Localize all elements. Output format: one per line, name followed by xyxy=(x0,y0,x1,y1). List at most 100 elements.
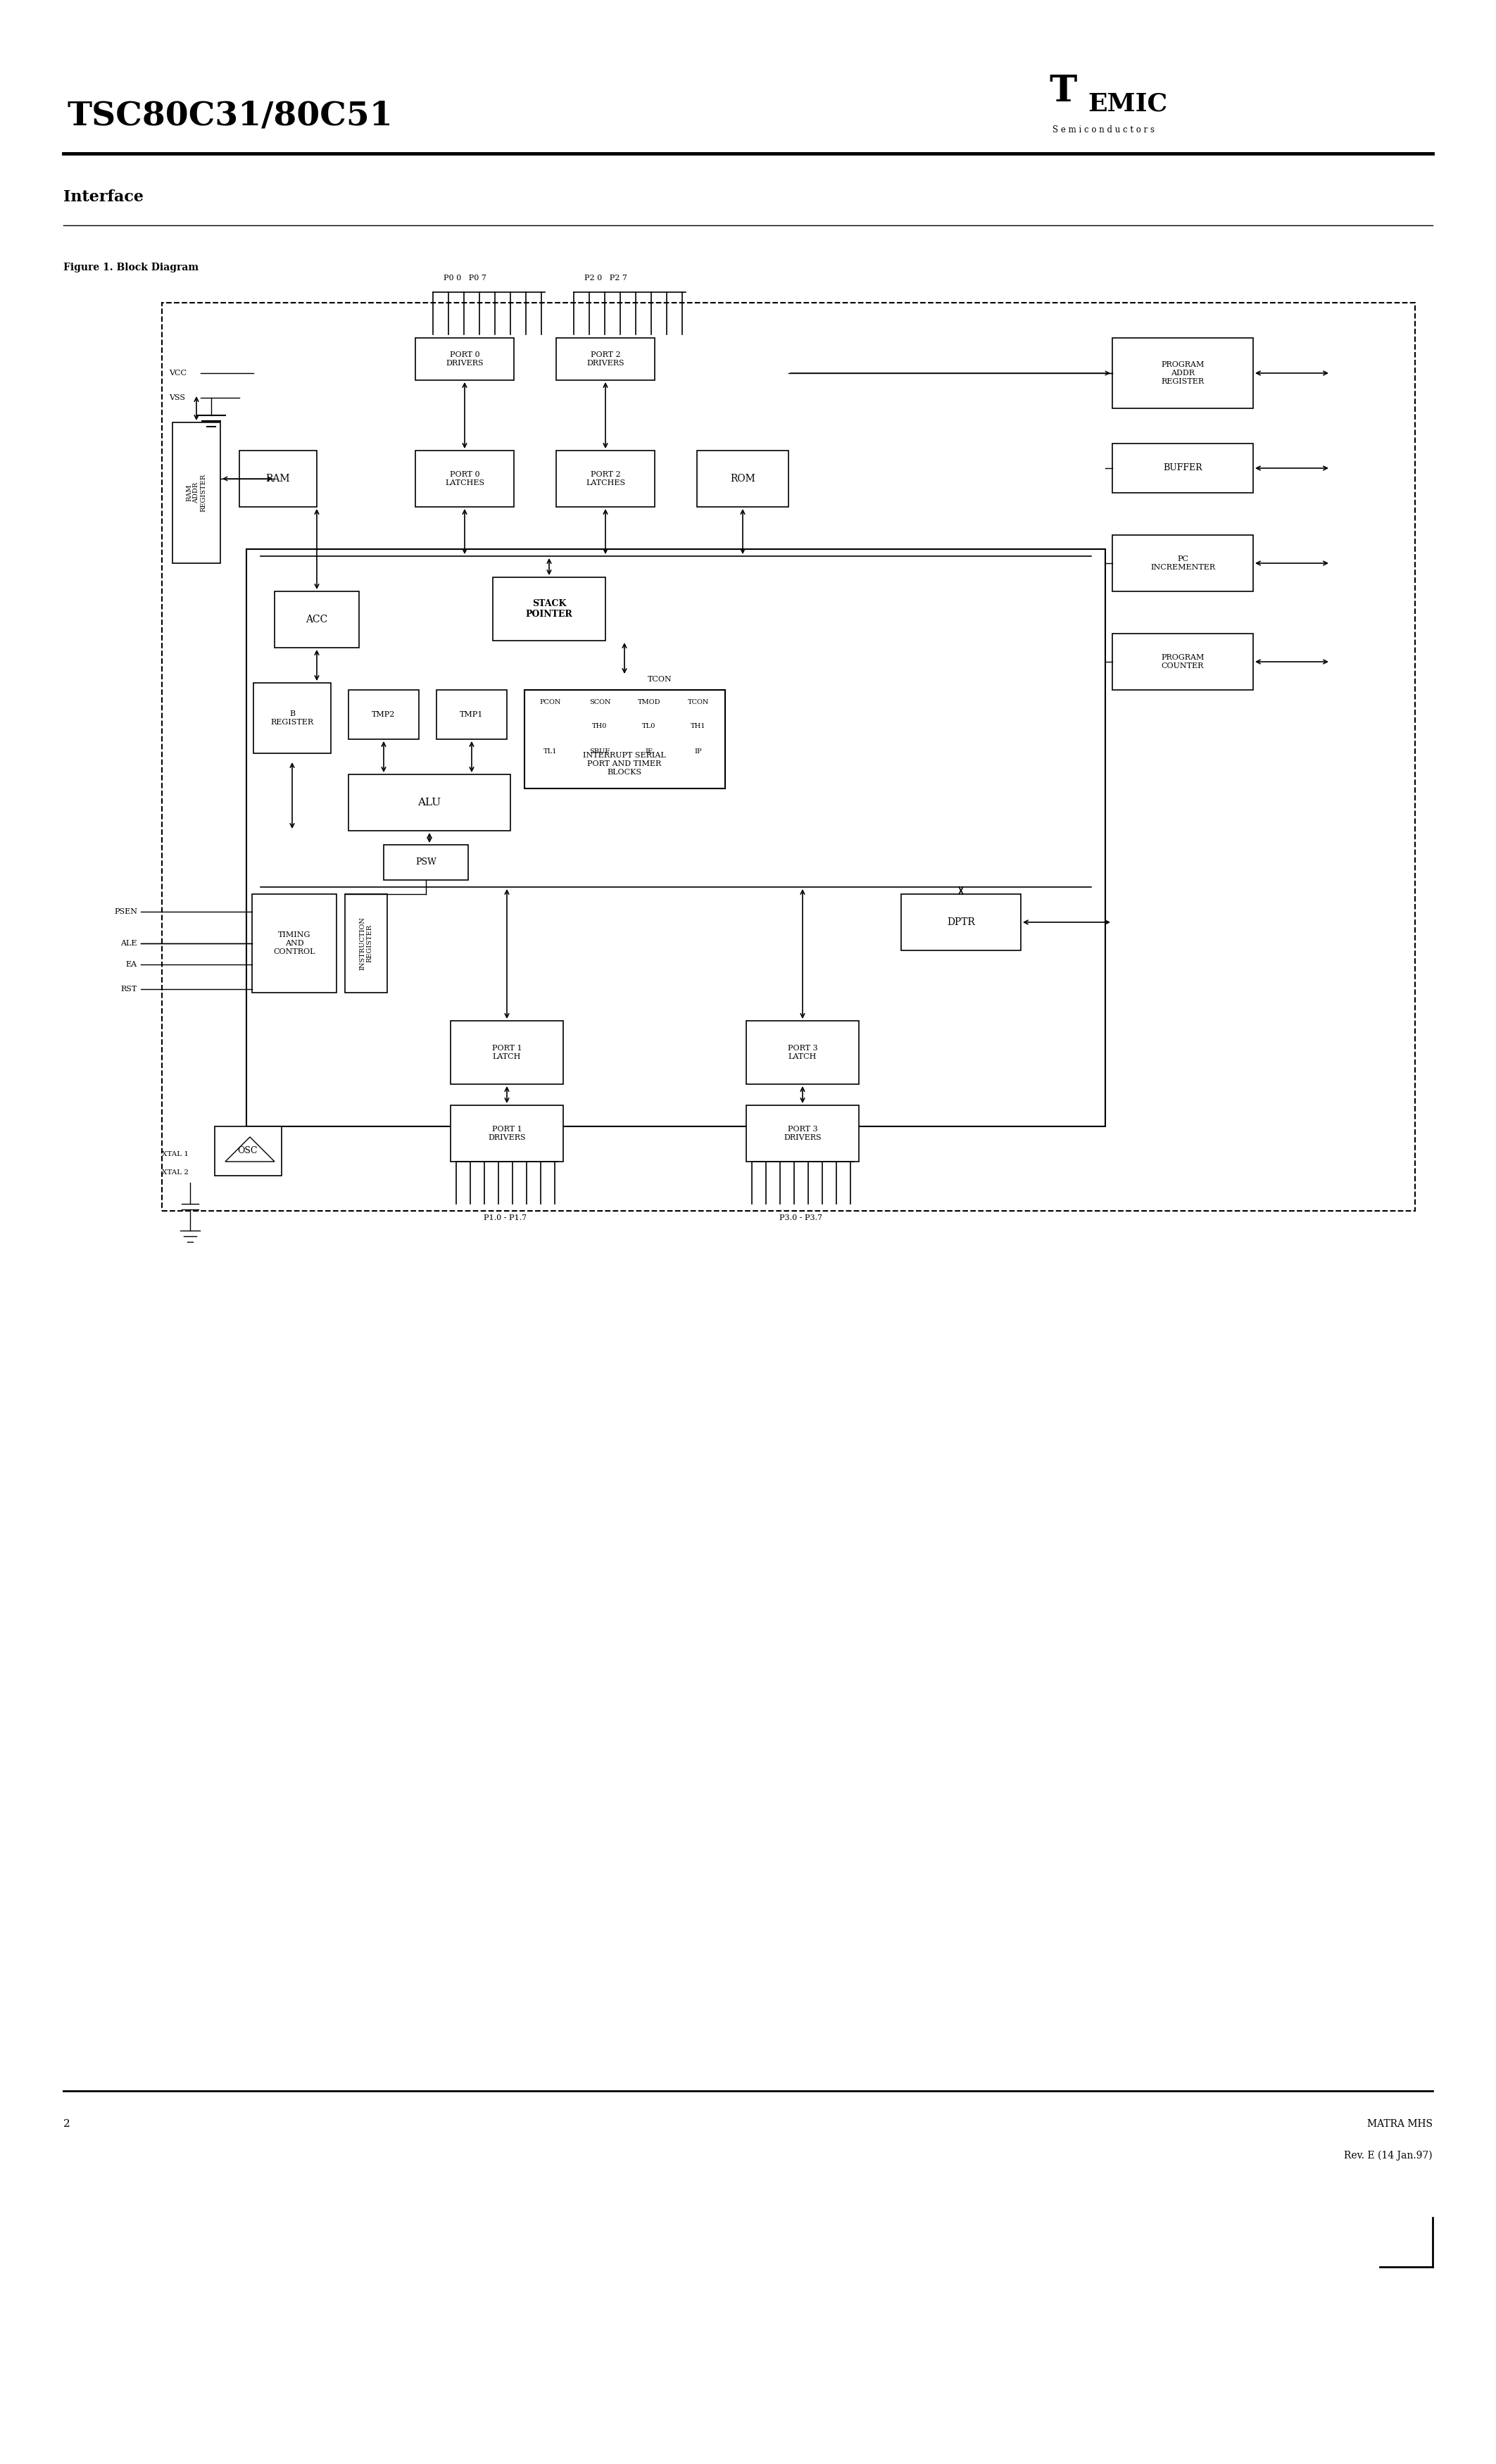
Text: INTERRUPT SERIAL
PORT AND TIMER
BLOCKS: INTERRUPT SERIAL PORT AND TIMER BLOCKS xyxy=(583,752,666,776)
Text: ACC: ACC xyxy=(305,614,328,623)
Text: P0 0   P0 7: P0 0 P0 7 xyxy=(443,274,486,281)
Bar xyxy=(239,451,317,508)
Text: TCON: TCON xyxy=(688,700,709,705)
Text: TSC80C31/80C51: TSC80C31/80C51 xyxy=(67,101,392,133)
Text: Figure 1. Block Diagram: Figure 1. Block Diagram xyxy=(63,264,199,274)
Text: PSEN: PSEN xyxy=(114,909,138,914)
Text: ALU: ALU xyxy=(417,798,441,808)
Bar xyxy=(577,690,622,715)
Bar xyxy=(557,338,655,379)
Bar xyxy=(253,683,331,754)
Text: TH0: TH0 xyxy=(592,724,607,729)
Text: BUFFER: BUFFER xyxy=(1164,463,1203,473)
Text: VSS: VSS xyxy=(169,394,186,402)
Text: PORT 3
DRIVERS: PORT 3 DRIVERS xyxy=(784,1126,821,1141)
Bar xyxy=(676,739,721,764)
Text: P1.0 - P1.7: P1.0 - P1.7 xyxy=(485,1215,527,1222)
Bar xyxy=(416,451,515,508)
Bar xyxy=(627,739,672,764)
Text: TCON: TCON xyxy=(648,675,672,683)
Text: TMP2: TMP2 xyxy=(373,712,395,717)
Bar xyxy=(557,451,655,508)
Text: RST: RST xyxy=(121,986,138,993)
Text: SCON: SCON xyxy=(589,700,610,705)
Text: S e m i c o n d u c t o r s: S e m i c o n d u c t o r s xyxy=(1053,126,1155,136)
Polygon shape xyxy=(226,1136,275,1161)
Text: XTAL 2: XTAL 2 xyxy=(162,1168,188,1175)
Text: PSW: PSW xyxy=(416,857,437,867)
Text: INSTRUCTION
REGISTER: INSTRUCTION REGISTER xyxy=(359,917,373,971)
Text: TMP1: TMP1 xyxy=(459,712,483,717)
Text: P2 0   P2 7: P2 0 P2 7 xyxy=(583,274,627,281)
Bar xyxy=(215,1126,281,1175)
Text: EA: EA xyxy=(126,961,138,968)
Text: XTAL 1: XTAL 1 xyxy=(162,1151,188,1158)
Bar xyxy=(450,1020,562,1084)
Bar xyxy=(528,690,574,715)
Bar xyxy=(1113,338,1254,409)
Text: PCON: PCON xyxy=(540,700,561,705)
Bar xyxy=(627,690,672,715)
Bar xyxy=(346,894,387,993)
Text: TIMING
AND
CONTROL: TIMING AND CONTROL xyxy=(274,931,316,956)
Bar xyxy=(1113,444,1254,493)
Text: PORT 0
DRIVERS: PORT 0 DRIVERS xyxy=(446,352,483,367)
Bar xyxy=(492,577,606,641)
Bar xyxy=(1113,633,1254,690)
Text: P3.0 - P3.7: P3.0 - P3.7 xyxy=(779,1215,823,1222)
Bar xyxy=(1113,535,1254,591)
Bar xyxy=(251,894,337,993)
Text: TL0: TL0 xyxy=(642,724,655,729)
Text: TL1: TL1 xyxy=(543,749,558,754)
Bar xyxy=(747,1020,859,1084)
Text: SBUF: SBUF xyxy=(589,749,610,754)
Bar xyxy=(275,591,359,648)
Text: 2: 2 xyxy=(63,2119,70,2129)
Text: PC
INCREMENTER: PC INCREMENTER xyxy=(1150,554,1215,572)
Text: PORT 1
DRIVERS: PORT 1 DRIVERS xyxy=(488,1126,525,1141)
Bar xyxy=(437,690,507,739)
Text: MATRA MHS: MATRA MHS xyxy=(1367,2119,1433,2129)
Text: STACK
POINTER: STACK POINTER xyxy=(525,599,573,618)
Text: TMOD: TMOD xyxy=(637,700,661,705)
Text: PORT 3
LATCH: PORT 3 LATCH xyxy=(787,1045,817,1060)
Text: TH1: TH1 xyxy=(691,724,706,729)
Text: EMIC: EMIC xyxy=(1088,91,1167,116)
Bar xyxy=(577,739,622,764)
Text: PORT 2
DRIVERS: PORT 2 DRIVERS xyxy=(586,352,624,367)
Text: RAM: RAM xyxy=(266,473,290,483)
Bar xyxy=(627,715,672,739)
Bar xyxy=(577,715,622,739)
Text: VCC: VCC xyxy=(169,370,187,377)
Bar xyxy=(349,690,419,739)
Text: OSC: OSC xyxy=(238,1146,257,1156)
Text: PORT 1
LATCH: PORT 1 LATCH xyxy=(492,1045,522,1060)
Text: T: T xyxy=(1049,74,1077,108)
Bar xyxy=(901,894,1020,951)
Bar xyxy=(172,421,220,564)
Text: PORT 2
LATCHES: PORT 2 LATCHES xyxy=(586,471,625,485)
Bar xyxy=(416,338,515,379)
Text: Interface: Interface xyxy=(63,190,144,205)
Bar xyxy=(747,1106,859,1161)
Bar xyxy=(528,739,574,764)
Bar xyxy=(247,549,1106,1126)
Bar xyxy=(349,774,510,830)
Text: DPTR: DPTR xyxy=(947,917,975,926)
Text: Rev. E (14 Jan.97): Rev. E (14 Jan.97) xyxy=(1345,2151,1433,2161)
Bar xyxy=(450,1106,562,1161)
Text: ALE: ALE xyxy=(121,939,138,946)
Bar xyxy=(383,845,468,880)
Bar xyxy=(676,715,721,739)
Text: RAM
ADDR
REGISTER: RAM ADDR REGISTER xyxy=(186,473,206,513)
Bar xyxy=(162,303,1415,1210)
Text: IP: IP xyxy=(694,749,702,754)
Bar xyxy=(697,451,788,508)
Text: PORT 0
LATCHES: PORT 0 LATCHES xyxy=(444,471,485,485)
Text: PROGRAM
COUNTER: PROGRAM COUNTER xyxy=(1161,653,1204,670)
Text: B
REGISTER: B REGISTER xyxy=(271,710,314,727)
Text: IE: IE xyxy=(645,749,652,754)
Text: ROM: ROM xyxy=(730,473,755,483)
Bar xyxy=(525,690,726,788)
Text: PROGRAM
ADDR
REGISTER: PROGRAM ADDR REGISTER xyxy=(1161,362,1204,384)
